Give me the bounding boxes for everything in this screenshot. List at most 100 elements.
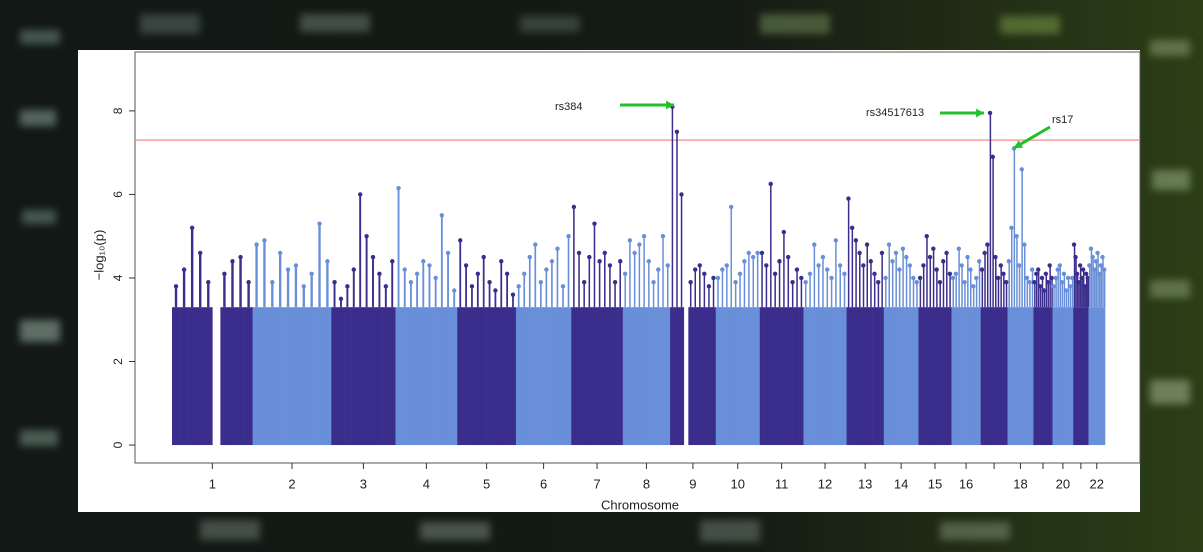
- snp-column: [988, 307, 992, 446]
- snp-spike: [1045, 273, 1048, 308]
- snp-spike: [770, 183, 772, 308]
- snp-spike: [717, 277, 719, 308]
- snp-column: [846, 307, 851, 446]
- snp-column: [204, 307, 213, 446]
- snp-column: [854, 307, 859, 446]
- snp-spike: [465, 265, 467, 308]
- x-tick-label: 12: [818, 476, 832, 491]
- snp-column: [632, 307, 638, 446]
- snp-spike: [1089, 265, 1091, 308]
- snp-point: [1009, 225, 1014, 231]
- snp-column: [948, 307, 952, 446]
- snp-point: [1074, 271, 1080, 276]
- snp-point: [968, 267, 973, 272]
- x-tick-label: 9: [689, 476, 696, 491]
- snp-point: [1082, 284, 1087, 289]
- snp-spike: [346, 286, 349, 308]
- snp-spike: [1034, 282, 1036, 308]
- snp-spike: [652, 282, 655, 308]
- snp-point: [1071, 242, 1077, 247]
- snp-column: [444, 307, 452, 446]
- snp-point: [325, 259, 330, 264]
- snp-point: [445, 250, 451, 256]
- snp-point: [516, 284, 521, 289]
- snp-column: [861, 307, 866, 446]
- snp-point: [1049, 275, 1054, 281]
- snp-point: [587, 254, 592, 260]
- snp-point: [934, 267, 939, 272]
- snp-column: [833, 307, 839, 446]
- snp-column: [1073, 307, 1076, 446]
- snp-point: [1014, 233, 1019, 239]
- annotation-arrowhead: [1014, 140, 1023, 148]
- snp-spike: [662, 236, 664, 308]
- snp-column: [457, 307, 464, 446]
- snp-point: [522, 271, 527, 276]
- snp-point: [452, 288, 457, 293]
- snp-spike: [1076, 273, 1079, 308]
- snp-column: [1046, 307, 1050, 446]
- x-tick-label: 18: [1013, 476, 1027, 491]
- snp-spike: [809, 273, 811, 308]
- snp-point: [665, 263, 670, 268]
- snp-column: [925, 307, 929, 446]
- snp-column: [894, 307, 898, 446]
- snp-column: [1015, 307, 1019, 446]
- x-tick-label: 2: [288, 476, 295, 491]
- snp-column: [954, 307, 958, 446]
- snp-column: [1100, 307, 1102, 446]
- snp-column: [963, 307, 967, 446]
- snp-spike: [847, 198, 850, 308]
- snp-column: [820, 307, 826, 446]
- snp-column: [872, 307, 877, 446]
- snp-spike: [902, 248, 904, 308]
- snp-column: [438, 307, 446, 446]
- snp-spike: [919, 277, 922, 308]
- snp-point: [759, 250, 765, 256]
- y-tick-label: 2: [111, 358, 125, 365]
- snp-point: [656, 267, 661, 272]
- snp-spike: [949, 273, 951, 308]
- snp-point: [549, 259, 555, 264]
- snp-column: [1069, 307, 1072, 446]
- snp-point: [439, 213, 445, 218]
- snp-point: [890, 259, 895, 264]
- snp-spike: [428, 265, 431, 308]
- snp-spike: [783, 232, 785, 308]
- snp-column: [581, 307, 588, 446]
- snp-column: [702, 307, 707, 446]
- snp-point: [987, 110, 993, 116]
- snp-spike: [1073, 244, 1076, 308]
- snp-spike: [909, 265, 911, 308]
- snp-point: [750, 254, 756, 260]
- snp-spike: [255, 244, 258, 308]
- snp-point: [1100, 254, 1105, 260]
- snp-point: [222, 271, 227, 276]
- snp-column: [451, 307, 458, 446]
- snp-spike: [1069, 286, 1072, 308]
- snp-column: [1056, 307, 1060, 446]
- snp-point: [794, 267, 800, 272]
- snp-point: [904, 254, 909, 260]
- snp-spike: [881, 252, 883, 308]
- annotation-arrowhead: [976, 108, 984, 118]
- snp-point: [1051, 284, 1056, 289]
- snp-point: [357, 192, 363, 197]
- snp-spike: [391, 261, 394, 308]
- snp-spike: [877, 282, 880, 308]
- snp-column: [576, 307, 582, 446]
- snp-point: [1077, 263, 1083, 268]
- snp-column: [1060, 307, 1064, 446]
- snp-column: [401, 307, 409, 446]
- snp-column: [918, 307, 923, 446]
- snp-spike: [365, 236, 368, 308]
- snp-point: [921, 263, 926, 268]
- snp-spike: [835, 240, 837, 308]
- snp-point: [1037, 284, 1043, 289]
- snp-spike: [372, 257, 374, 308]
- snp-column: [1050, 307, 1053, 446]
- snp-point: [571, 204, 577, 210]
- snp-column: [636, 307, 643, 446]
- snp-point: [837, 263, 843, 268]
- snp-spike: [556, 248, 559, 308]
